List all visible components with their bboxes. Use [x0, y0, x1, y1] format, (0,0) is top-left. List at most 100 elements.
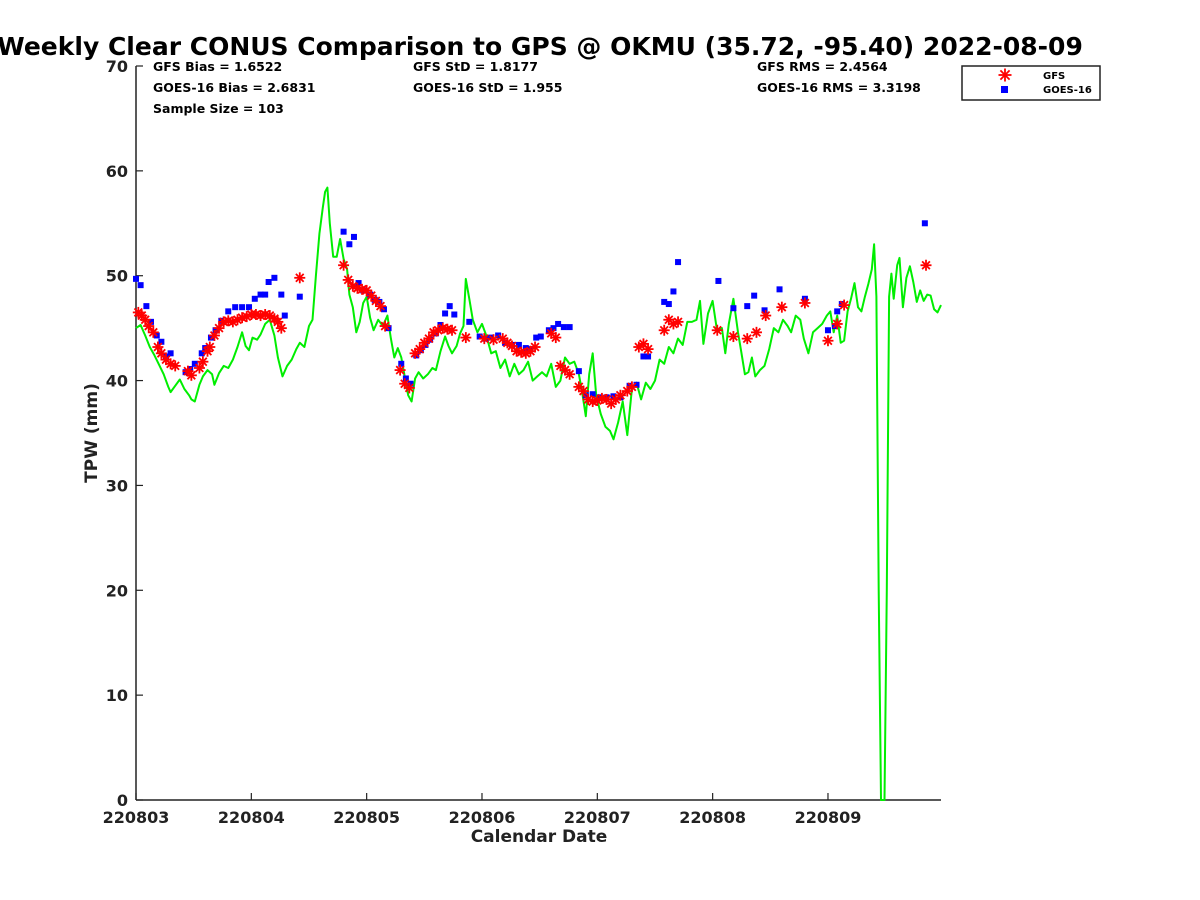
gfs-rms-text: GFS RMS = 2.4564	[757, 59, 888, 74]
goes16-point	[376, 298, 383, 305]
legend-gfs-marker	[998, 68, 1012, 82]
goes16-point	[296, 293, 303, 300]
goes16-point	[466, 318, 473, 325]
legend: GFS GOES-16	[961, 65, 1101, 101]
x-tick-label: 220808	[679, 808, 746, 827]
chart-title: Weekly Clear CONUS Comparison to GPS @ O…	[0, 32, 1083, 61]
sample-size-text: Sample Size = 103	[153, 101, 284, 116]
stats-block: GFS Bias = 1.6522 GOES-16 Bias = 2.6831 …	[153, 59, 921, 116]
gfs-point	[750, 326, 762, 338]
gfs-point	[672, 316, 684, 328]
gfs-point	[208, 329, 220, 341]
gfs-point	[338, 259, 350, 271]
gfs-point	[529, 341, 541, 353]
goes16-point	[589, 391, 596, 398]
y-tick-label: 40	[106, 372, 128, 391]
goes16-point	[191, 360, 198, 367]
gps-series	[135, 186, 942, 801]
y-tick-label: 70	[106, 57, 128, 76]
goes16-point	[495, 332, 502, 339]
gfs-point	[760, 310, 772, 322]
goes16-point	[442, 310, 449, 317]
goes16-point	[355, 280, 362, 287]
gfs-std-text: GFS StD = 1.8177	[413, 59, 538, 74]
gfs-point	[741, 333, 753, 345]
x-axis-label: Calendar Date	[471, 827, 608, 847]
gfs-point	[838, 299, 850, 311]
goes16-point	[239, 304, 246, 311]
gfs-point	[437, 322, 449, 334]
x-tick-label: 220807	[564, 808, 631, 827]
gfs-point	[478, 333, 490, 345]
goes16-point	[730, 305, 737, 312]
goes16-point	[402, 375, 409, 382]
goes16-point	[555, 320, 562, 327]
gfs-point	[374, 300, 386, 312]
y-tick-label: 30	[106, 476, 128, 495]
goes16-point	[476, 333, 483, 340]
goes16-point	[560, 324, 567, 331]
goes16-point	[824, 327, 831, 334]
goes16-point	[665, 301, 672, 308]
goes16-point	[137, 282, 144, 289]
legend-gfs-label: GFS	[1043, 71, 1065, 82]
gfs-point	[776, 301, 788, 313]
y-tick-label: 10	[106, 686, 128, 705]
gfs-point	[169, 360, 181, 372]
goes16-point	[346, 241, 353, 248]
goes16-point	[582, 392, 589, 399]
axes	[135, 66, 941, 801]
goes16-point	[225, 308, 232, 315]
x-tick-label: 220806	[449, 808, 516, 827]
goes16-point	[147, 318, 154, 325]
x-tick-label: 220809	[795, 808, 862, 827]
goes16-point	[633, 381, 640, 388]
goes16-point	[265, 279, 272, 286]
gfs-point	[213, 322, 225, 334]
legend-box	[961, 65, 1101, 101]
y-tick-label: 20	[106, 581, 128, 600]
goes16-point	[776, 286, 783, 293]
goes16-point	[921, 220, 928, 227]
legend-goes-marker	[1001, 86, 1008, 93]
goes16-point	[232, 304, 239, 311]
goes16-point	[350, 233, 357, 240]
gfs-point	[147, 326, 159, 338]
gfs-point	[460, 332, 472, 344]
gfs-point	[379, 320, 391, 332]
goes16-point	[515, 341, 522, 348]
gfs-point	[197, 356, 209, 368]
goes16-point	[451, 311, 458, 318]
gfs-point	[577, 385, 589, 397]
y-tick-label: 0	[117, 791, 128, 810]
gfs-point	[403, 382, 415, 394]
goes16-point	[675, 259, 682, 266]
gfs-point	[275, 322, 287, 334]
gfs-point	[727, 331, 739, 343]
gfs-point	[155, 347, 167, 359]
y-tick-label: 60	[106, 162, 128, 181]
gfs-point	[550, 332, 562, 344]
goes16-point	[251, 295, 258, 302]
gfs-point	[414, 343, 426, 355]
goes16-point	[207, 334, 214, 341]
goes16-point	[751, 292, 758, 299]
gfs-point	[822, 335, 834, 347]
gfs-series	[132, 259, 932, 410]
goes16-point	[257, 291, 264, 298]
goes16-point	[761, 307, 768, 314]
ticks: 0 10 20 30 40 50 60 70 220803 220804 220805 220806 2…	[103, 57, 862, 827]
goes16-point	[246, 304, 253, 311]
gps-line	[135, 186, 942, 801]
x-tick-label: 220804	[218, 808, 285, 827]
goes16-point	[407, 380, 414, 387]
goes16-point	[715, 277, 722, 284]
goes16-point	[661, 298, 668, 305]
goes16-point	[167, 350, 174, 357]
goes16-point	[645, 353, 652, 360]
gfs-point	[143, 320, 155, 332]
goes16-point	[533, 334, 540, 341]
goes16-point	[340, 228, 347, 235]
goes-bias-text: GOES-16 Bias = 2.6831	[153, 80, 315, 95]
